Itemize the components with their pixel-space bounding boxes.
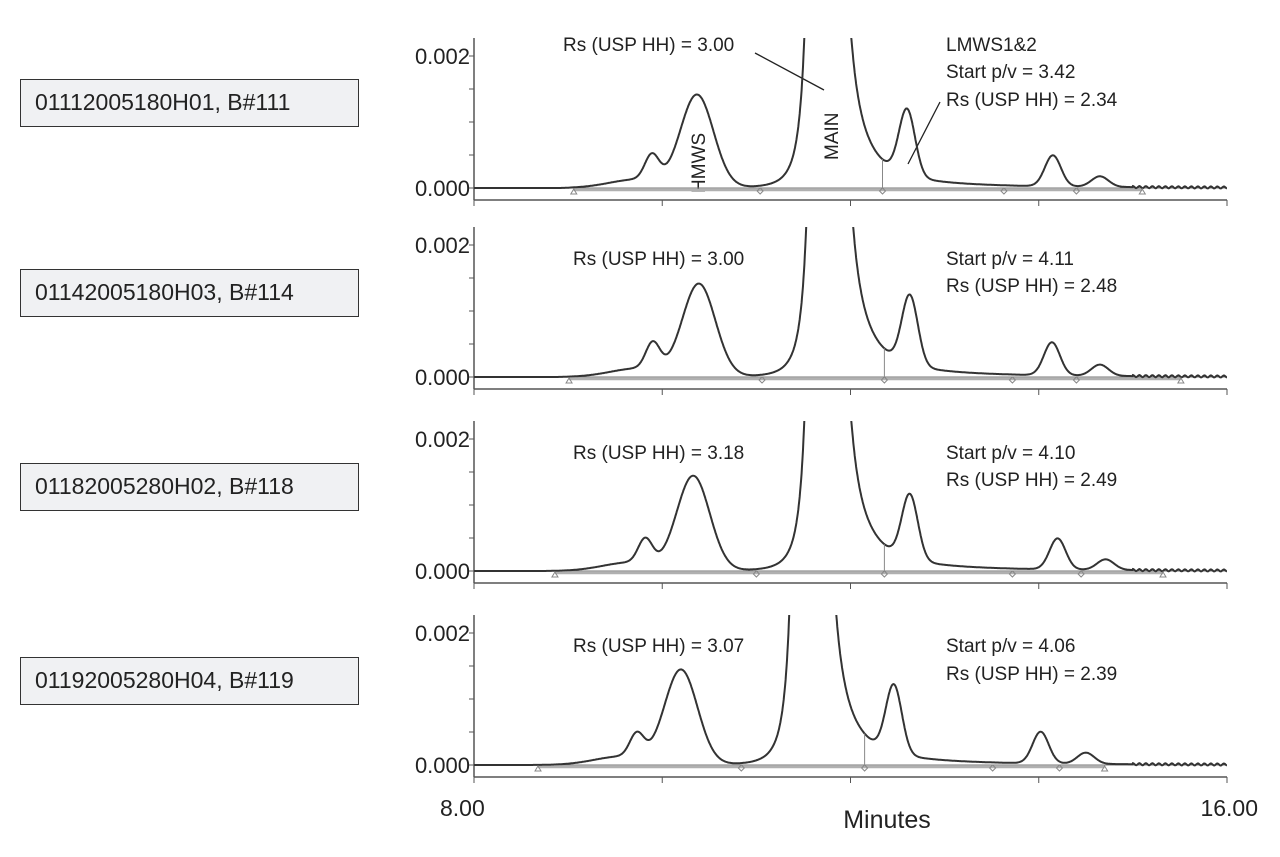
chromatogram-trace: [474, 421, 1227, 573]
triangle-marker: [534, 765, 542, 772]
chromatogram-trace: [474, 38, 1227, 190]
lmws-annotation-1-pv: Start p/v = 3.42: [946, 62, 1075, 83]
diamond-marker: [1055, 764, 1064, 772]
diamond-marker: [752, 570, 761, 578]
rs-hmws-annotation-2: Rs (USP HH) = 3.00: [573, 249, 744, 270]
leader-line-main: [754, 52, 825, 91]
y-tick-label-0.000: 0.000: [415, 365, 470, 390]
sample-label-4: 01192005280H04, B#119: [20, 657, 359, 705]
diamond-marker: [878, 187, 887, 195]
diamond-marker: [880, 570, 889, 578]
main-peak-label: MAIN: [822, 113, 843, 161]
diamond-marker: [1008, 376, 1017, 384]
y-tick-label-0.002: 0.002: [415, 427, 470, 452]
lmws-annotation-4-pv: Start p/v = 4.06: [946, 636, 1075, 657]
triangle-marker: [551, 571, 559, 578]
lmws-annotation-1-rs: Rs (USP HH) = 2.34: [946, 90, 1118, 111]
x-max-label: 16.00: [1200, 795, 1258, 821]
diamond-marker: [860, 764, 869, 772]
sample-label-2: 01142005180H03, B#114: [20, 269, 359, 317]
diamond-marker: [1008, 570, 1017, 578]
y-tick-label-0.002: 0.002: [415, 233, 470, 258]
lmws-annotation-4-rs: Rs (USP HH) = 2.39: [946, 664, 1117, 685]
hmws-peak-label: HMWS: [689, 133, 710, 193]
rs-hmws-annotation-1: Rs (USP HH) = 3.00: [563, 35, 734, 56]
x-axis-title: Minutes: [843, 806, 931, 834]
lmws-annotation-2-pv: Start p/v = 4.11: [946, 249, 1074, 270]
rs-hmws-annotation-3: Rs (USP HH) = 3.18: [573, 443, 744, 464]
diamond-marker: [758, 376, 766, 384]
diamond-marker: [988, 764, 997, 772]
leader-line-lmws: [907, 101, 941, 165]
diamond-marker: [880, 376, 889, 384]
triangle-marker: [569, 188, 578, 195]
diamond-marker: [737, 764, 746, 772]
lmws-annotation-2-rs: Rs (USP HH) = 2.48: [946, 276, 1117, 297]
lmws-annotation-1-title: LMWS1&2: [946, 35, 1037, 56]
y-tick-label-0.002: 0.002: [415, 621, 470, 646]
triangle-marker: [565, 377, 573, 384]
triangle-marker: [1138, 188, 1147, 195]
chromatogram-trace: [474, 615, 1227, 767]
diamond-marker: [1072, 187, 1081, 195]
y-tick-label-0.000: 0.000: [415, 559, 470, 584]
triangle-marker: [1176, 377, 1185, 384]
x-min-label: 8.00: [440, 795, 485, 821]
triangle-marker: [1100, 765, 1109, 772]
diamond-marker: [756, 187, 764, 195]
chromatogram-trace: [474, 227, 1227, 379]
sample-label-3: 01182005280H02, B#118: [20, 463, 359, 511]
triangle-marker: [1159, 571, 1167, 578]
rs-hmws-annotation-4: Rs (USP HH) = 3.07: [573, 636, 744, 657]
y-tick-label-0.002: 0.002: [415, 44, 470, 69]
y-tick-label-0.000: 0.000: [415, 176, 470, 201]
diamond-marker: [1000, 187, 1008, 195]
lmws-annotation-3-rs: Rs (USP HH) = 2.49: [946, 470, 1117, 491]
diamond-marker: [1077, 570, 1085, 578]
lmws-annotation-3-pv: Start p/v = 4.10: [946, 443, 1075, 464]
y-tick-label-0.000: 0.000: [415, 753, 470, 778]
sample-label-1: 01112005180H01, B#111: [20, 79, 359, 127]
diamond-marker: [1072, 376, 1081, 384]
